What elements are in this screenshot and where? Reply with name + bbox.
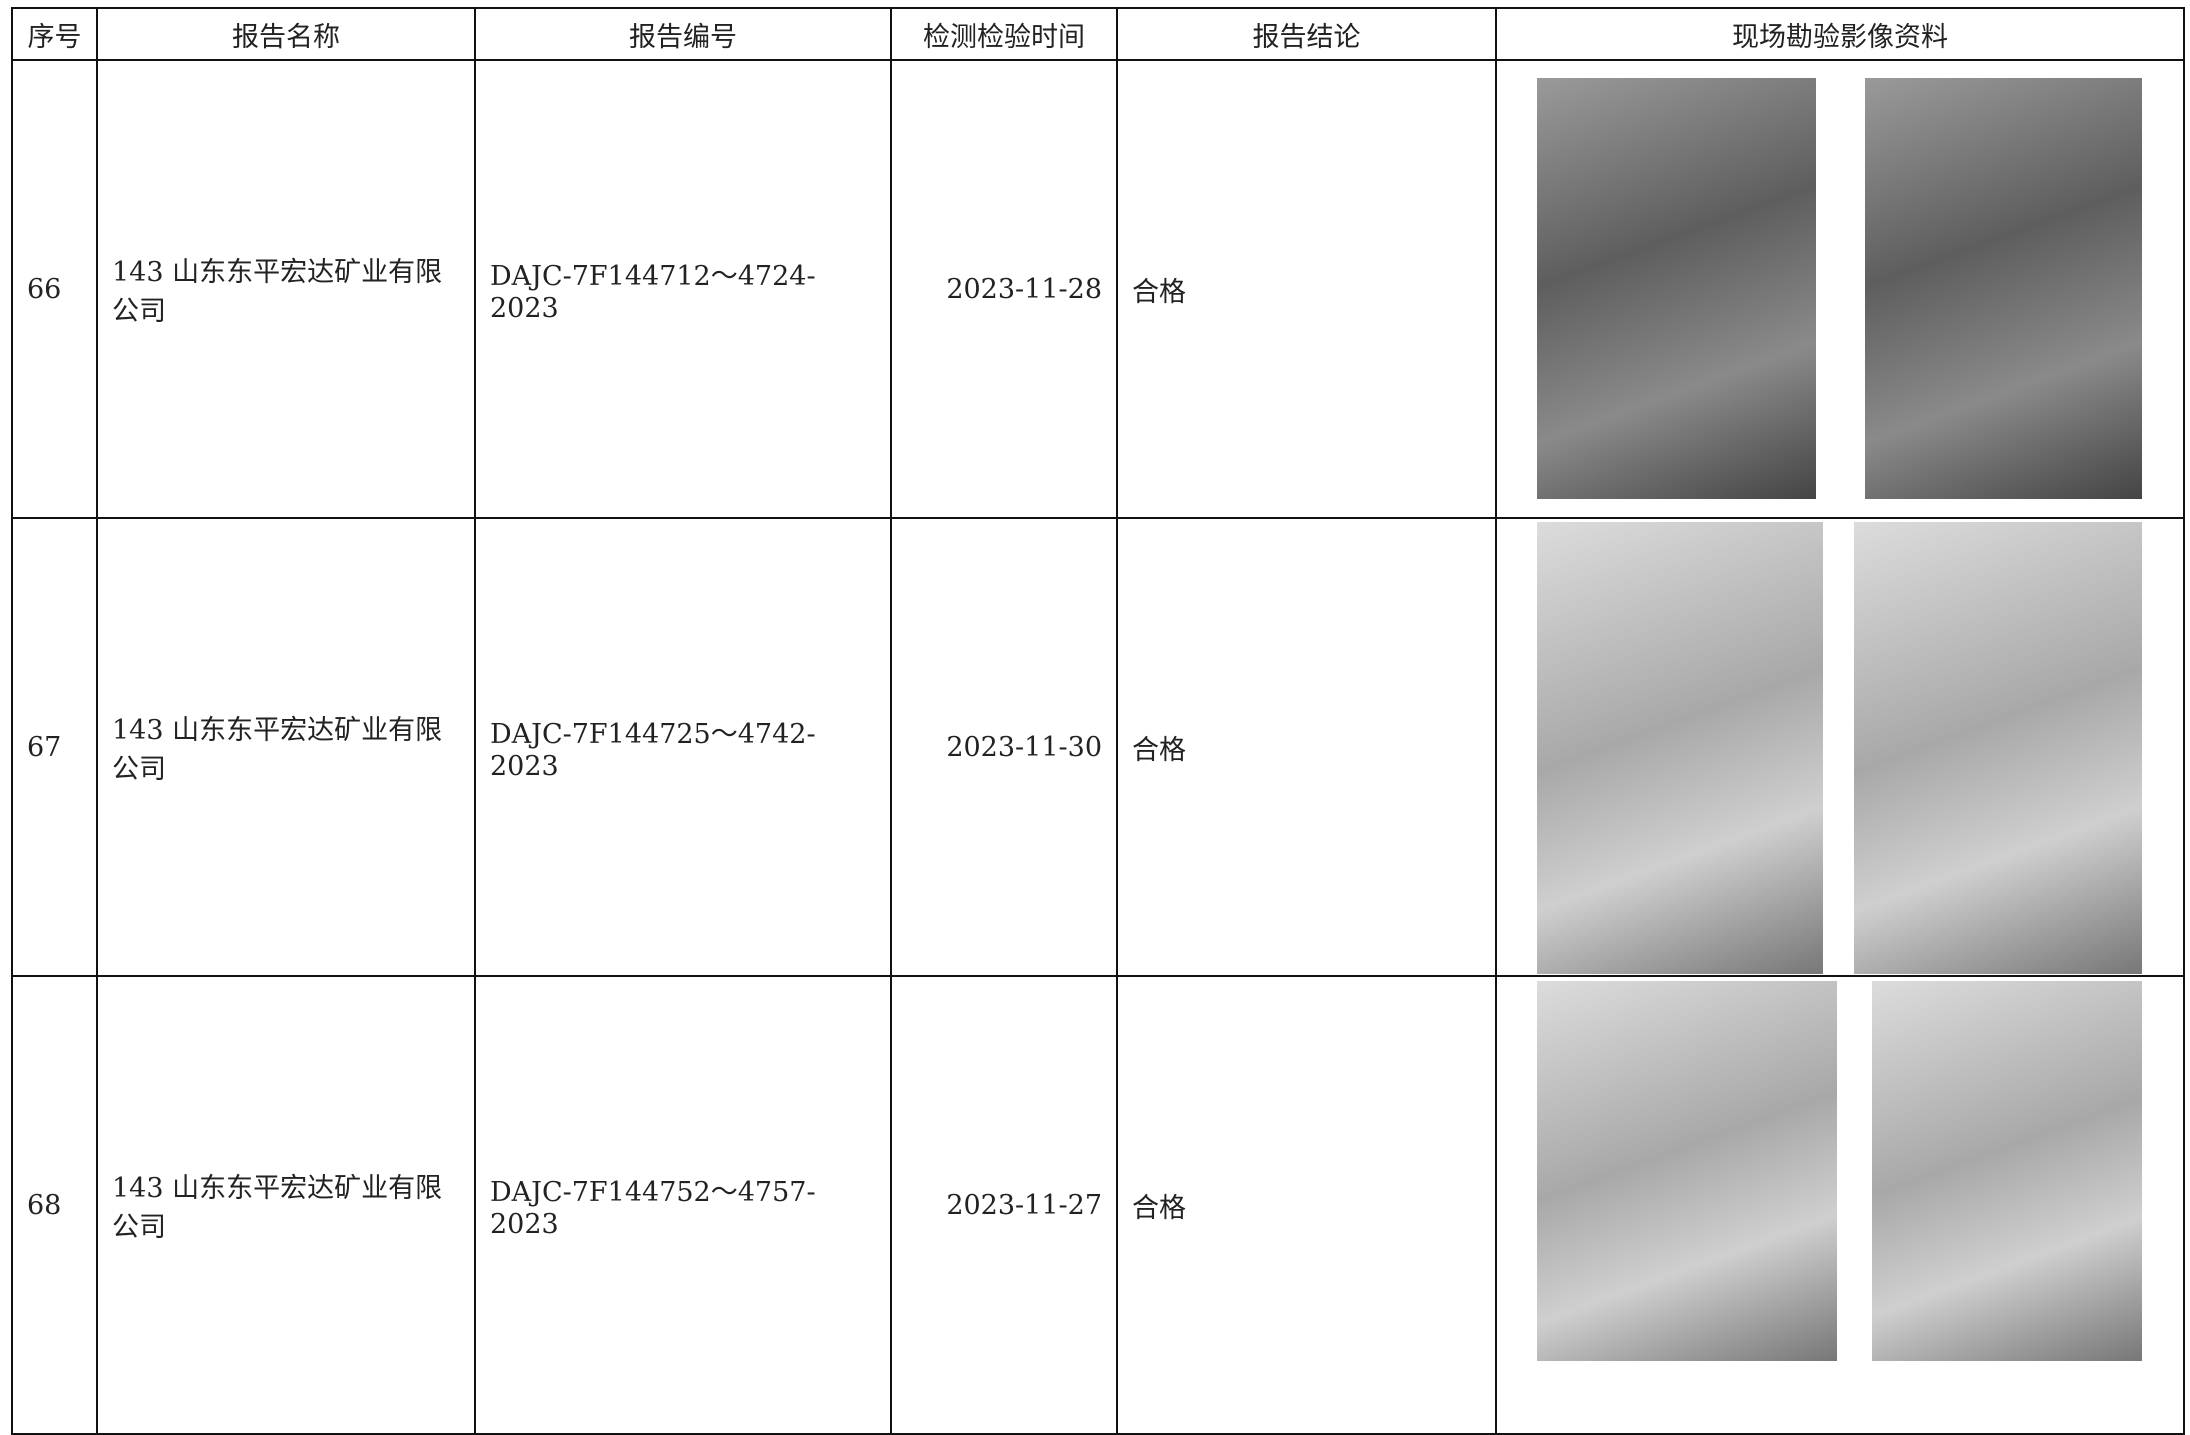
- site-photo: [1872, 981, 2142, 1361]
- header-row: 序号 报告名称 报告编号 检测检验时间 报告结论 现场勘验影像资料: [11, 7, 2185, 61]
- site-photo: [1854, 522, 2142, 974]
- index-cell: 68: [11, 975, 98, 1435]
- conclusion-cell: 合格: [1116, 975, 1497, 1435]
- conclusion-cell: 合格: [1116, 59, 1497, 519]
- name-cell: 143 山东东平宏达矿业有限公司: [96, 975, 476, 1435]
- date-cell: 2023-11-28: [890, 59, 1118, 519]
- site-photo: [1537, 522, 1823, 974]
- page: 序号 报告名称 报告编号 检测检验时间 报告结论 现场勘验影像资料 66 143 山东东平宏…: [11, 7, 2185, 1435]
- site-photo: [1537, 981, 1837, 1361]
- index-cell: 66: [11, 59, 98, 519]
- name-cell: 143 山东东平宏达矿业有限公司: [96, 59, 476, 519]
- header-cell: 检测检验时间: [890, 7, 1118, 61]
- site-photo: [1537, 78, 1816, 499]
- date-cell: 2023-11-30: [890, 517, 1118, 977]
- code-cell: DAJC-7F144712～4724-2023: [474, 59, 892, 519]
- date-cell: 2023-11-27: [890, 975, 1118, 1435]
- header-cell: 现场勘验影像资料: [1495, 7, 2185, 61]
- conclusion-cell: 合格: [1116, 517, 1497, 977]
- table-row: 68 143 山东东平宏达矿业有限公司 DAJC-7F144752～4757-202…: [11, 975, 2185, 1435]
- header-cell: 报告结论: [1116, 7, 1497, 61]
- code-cell: DAJC-7F144752～4757-2023: [474, 975, 892, 1435]
- site-photo: [1865, 78, 2142, 499]
- name-cell: 143 山东东平宏达矿业有限公司: [96, 517, 476, 977]
- index-cell: 67: [11, 517, 98, 977]
- header-cell: 报告名称: [96, 7, 476, 61]
- code-cell: DAJC-7F144725～4742-2023: [474, 517, 892, 977]
- header-cell: 序号: [11, 7, 98, 61]
- header-cell: 报告编号: [474, 7, 892, 61]
- table-row: 66 143 山东东平宏达矿业有限公司 DAJC-7F144712～4724-202…: [11, 59, 2185, 519]
